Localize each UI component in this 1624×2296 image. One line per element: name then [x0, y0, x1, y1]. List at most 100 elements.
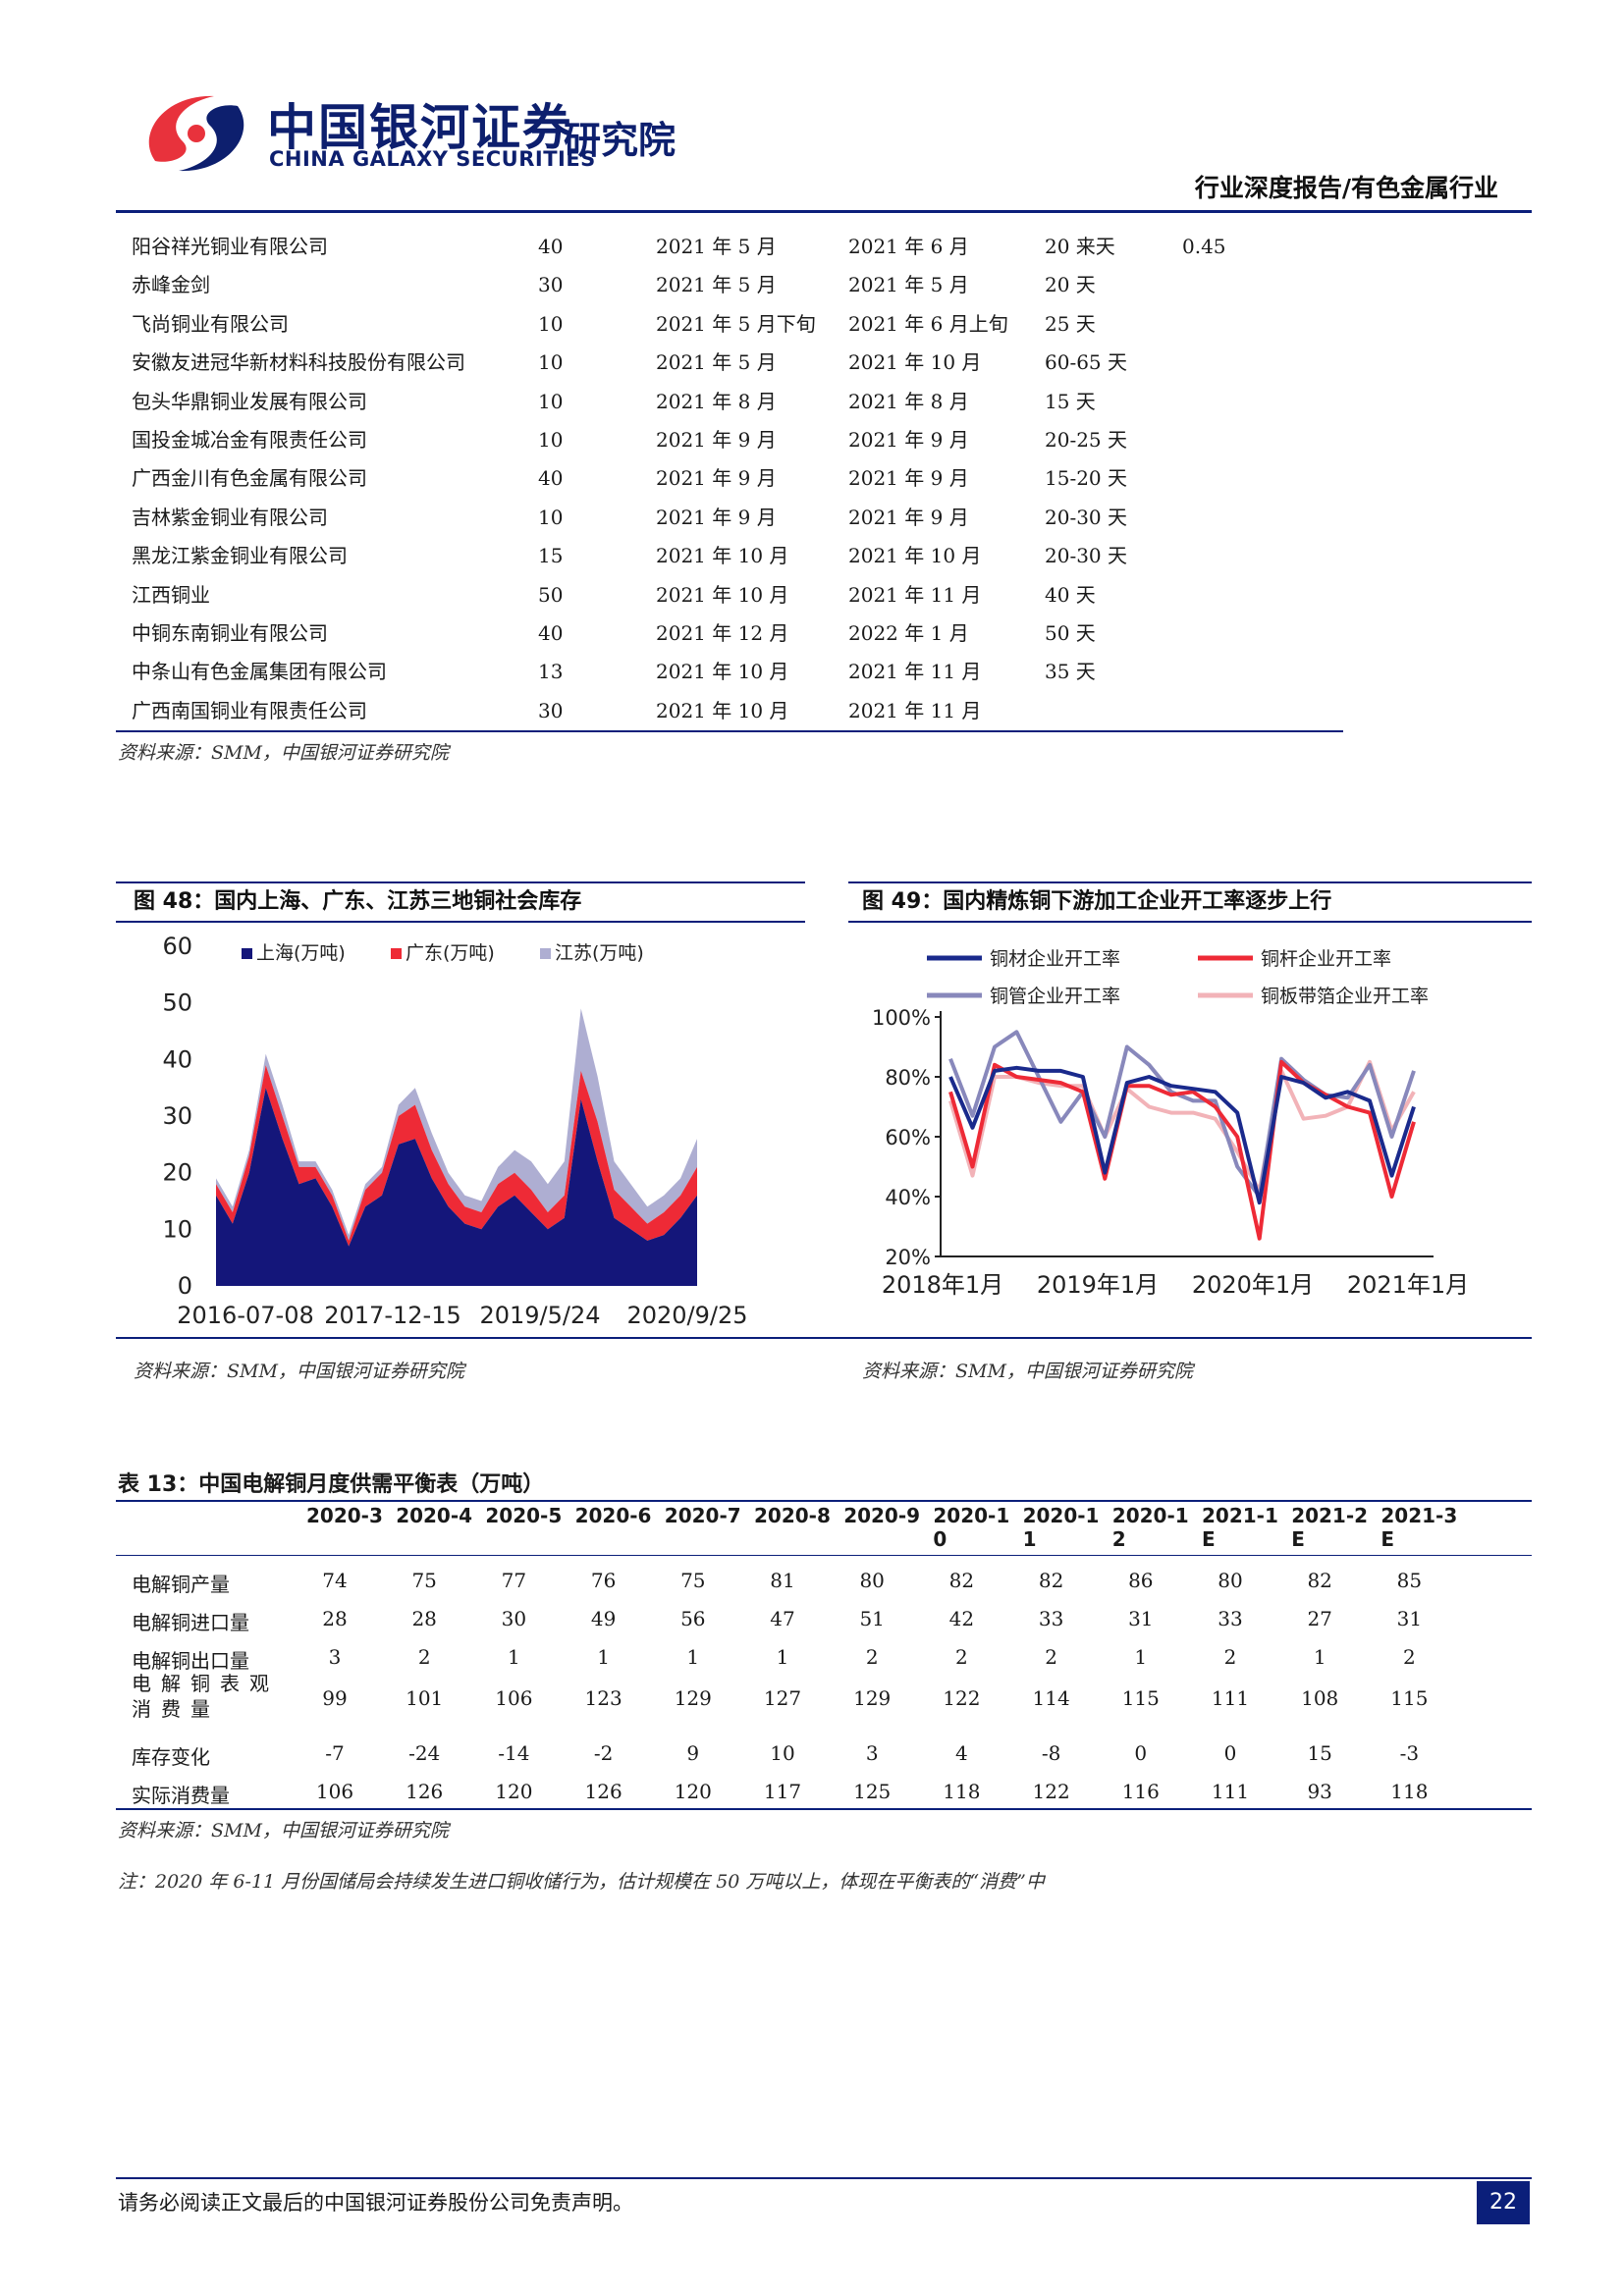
table-cell: 40 — [538, 621, 564, 645]
row-label: 实际消费量 — [132, 1784, 230, 1807]
fig49-chart: 20% 40% 60% 80% 100% 2018年1月 2019年1月 2020年1月 202… — [872, 948, 1469, 1299]
column-header: 2020-3 — [306, 1504, 383, 1527]
legend-label: 铜板带箔企业开工率 — [1261, 986, 1429, 1007]
table-cell: 47 — [770, 1607, 795, 1630]
table-cell: 82 — [1307, 1569, 1332, 1592]
table-cell: 1 — [597, 1645, 610, 1669]
table-cell: 2022 年 1 月 — [848, 621, 969, 645]
fig48-title: 图 48：国内上海、广东、江苏三地铜社会库存 — [134, 889, 582, 914]
table-cell: 30 — [538, 273, 564, 297]
table-cell: 2 — [1223, 1645, 1237, 1669]
table-cell: 安徽友进冠华新材料科技股份有限公司 — [132, 350, 465, 375]
table-cell: 2 — [865, 1645, 879, 1669]
table-cell: 25 天 — [1045, 311, 1096, 336]
y-tick-label: 50 — [162, 989, 192, 1017]
table-cell: 30 — [538, 698, 564, 722]
line-series-4 — [948, 1059, 1416, 1193]
legend-swatch — [242, 948, 252, 959]
table-cell: -24 — [408, 1741, 441, 1765]
table-cell: 国投金城冶金有限责任公司 — [132, 428, 367, 452]
y-tick-label: 60% — [885, 1126, 931, 1149]
table-cell: 20-25 天 — [1045, 428, 1128, 452]
table-cell: 126 — [584, 1780, 623, 1803]
table-cell: 40 天 — [1045, 582, 1096, 607]
table-cell: 2021 年 10 月 — [848, 350, 982, 375]
row-label: 电解铜出口量 — [132, 1649, 249, 1673]
table-cell: 3 — [328, 1645, 342, 1669]
column-header: 2020-1 0 — [933, 1504, 1010, 1551]
table-cell: 115 — [1121, 1686, 1160, 1710]
table-cell: 2021 年 9 月 — [656, 505, 777, 529]
table-cell: 80 — [859, 1569, 885, 1592]
table-source: 资料来源：SMM，中国银河证券研究院 — [118, 742, 449, 764]
column-header: 2021-3 E — [1380, 1504, 1458, 1551]
table-cell: 0 — [1223, 1741, 1237, 1765]
legend-swatch — [540, 948, 551, 959]
column-header: 2020-4 — [396, 1504, 473, 1527]
table-cell: 28 — [411, 1607, 437, 1630]
table-divider — [116, 730, 1343, 732]
table-cell: 2021 年 10 月 — [656, 544, 789, 568]
table-cell: 2021 年 10 月 — [848, 544, 982, 568]
table-cell: 4 — [955, 1741, 968, 1765]
area-series-2 — [216, 1065, 697, 1247]
table-cell: 2021 年 9 月 — [656, 466, 777, 491]
table-cell: 包头华鼎铜业发展有限公司 — [132, 389, 367, 413]
fig49-title-bar: 图 49：国内精炼铜下游加工企业开工率逐步上行 — [848, 881, 1532, 923]
column-header: 2020-6 — [574, 1504, 652, 1527]
table-cell: 2021 年 5 月 — [848, 273, 969, 297]
table-cell: 2021 年 9 月 — [656, 428, 777, 452]
table-cell: -2 — [593, 1741, 614, 1765]
table-cell: 中铜东南铜业有限公司 — [132, 621, 328, 645]
y-tick-label: 100% — [872, 1006, 931, 1030]
column-header: 2021-2 E — [1291, 1504, 1369, 1551]
fig48-chart: 0 10 20 30 40 50 60 2016-07-08 2017-12-15 2019/5/… — [162, 933, 747, 1329]
table-cell: -8 — [1041, 1741, 1061, 1765]
table-cell: 118 — [943, 1780, 981, 1803]
table-cell: 2021 年 10 月 — [656, 698, 789, 722]
table-cell: 85 — [1396, 1569, 1423, 1592]
column-header: 2021-1 E — [1202, 1504, 1278, 1551]
table-cell: 飞尚铜业有限公司 — [132, 311, 289, 336]
legend-label: 上海(万吨) — [256, 942, 346, 964]
row-label: 电解铜表观消费量 — [132, 1672, 279, 1721]
table-cell: 2021 年 10 月 — [656, 582, 789, 607]
table-cell: 2021 年 12 月 — [656, 621, 789, 645]
fig49-source: 资料来源：SMM，中国银河证券研究院 — [862, 1361, 1193, 1382]
table-cell: 106 — [495, 1686, 533, 1710]
row-label: 库存变化 — [132, 1745, 210, 1769]
table-cell: 2021 年 5 月 — [656, 273, 777, 297]
legend-swatch — [391, 948, 402, 959]
line-series-2 — [948, 1059, 1416, 1241]
table-cell: 2021 年 5 月下旬 — [656, 311, 816, 336]
table-cell: 2021 年 11 月 — [848, 698, 982, 722]
table-cell: 2021 年 5 月 — [656, 350, 777, 375]
table-cell: 9 — [686, 1741, 700, 1765]
table13-header-rule — [116, 1555, 1532, 1556]
table-cell: 1 — [776, 1645, 789, 1669]
table-cell: 10 — [538, 505, 564, 529]
table-cell: 111 — [1211, 1686, 1250, 1710]
y-tick-label: 60 — [162, 933, 192, 960]
table-cell: 86 — [1128, 1569, 1154, 1592]
table-cell: 1 — [686, 1645, 700, 1669]
table-cell: 51 — [859, 1607, 885, 1630]
table-cell: 56 — [680, 1607, 706, 1630]
x-tick-label: 2018年1月 — [882, 1271, 1003, 1299]
table-cell: 1 — [1313, 1645, 1326, 1669]
table-cell: -14 — [498, 1741, 530, 1765]
x-tick-label: 2017-12-15 — [324, 1302, 460, 1329]
table-cell: 广西金川有色金属有限公司 — [132, 466, 367, 491]
table-cell: 2 — [1403, 1645, 1416, 1669]
table-cell: 黑龙江紫金铜业有限公司 — [132, 544, 348, 568]
disclaimer: 请务必阅读正文最后的中国银河证券股份公司免责声明。 — [118, 2191, 633, 2215]
footer-divider — [116, 2177, 1532, 2179]
area-series-1 — [216, 1088, 697, 1286]
table-cell: 20-30 天 — [1045, 505, 1128, 529]
table-cell: 111 — [1211, 1780, 1250, 1803]
table-cell: 2021 年 8 月 — [656, 389, 777, 413]
brand-name-en: CHINA GALAXY SECURITIES — [269, 147, 596, 171]
legend-label: 铜管企业开工率 — [990, 986, 1120, 1007]
x-tick-label: 2019/5/24 — [479, 1302, 600, 1329]
table-cell: 129 — [853, 1686, 892, 1710]
